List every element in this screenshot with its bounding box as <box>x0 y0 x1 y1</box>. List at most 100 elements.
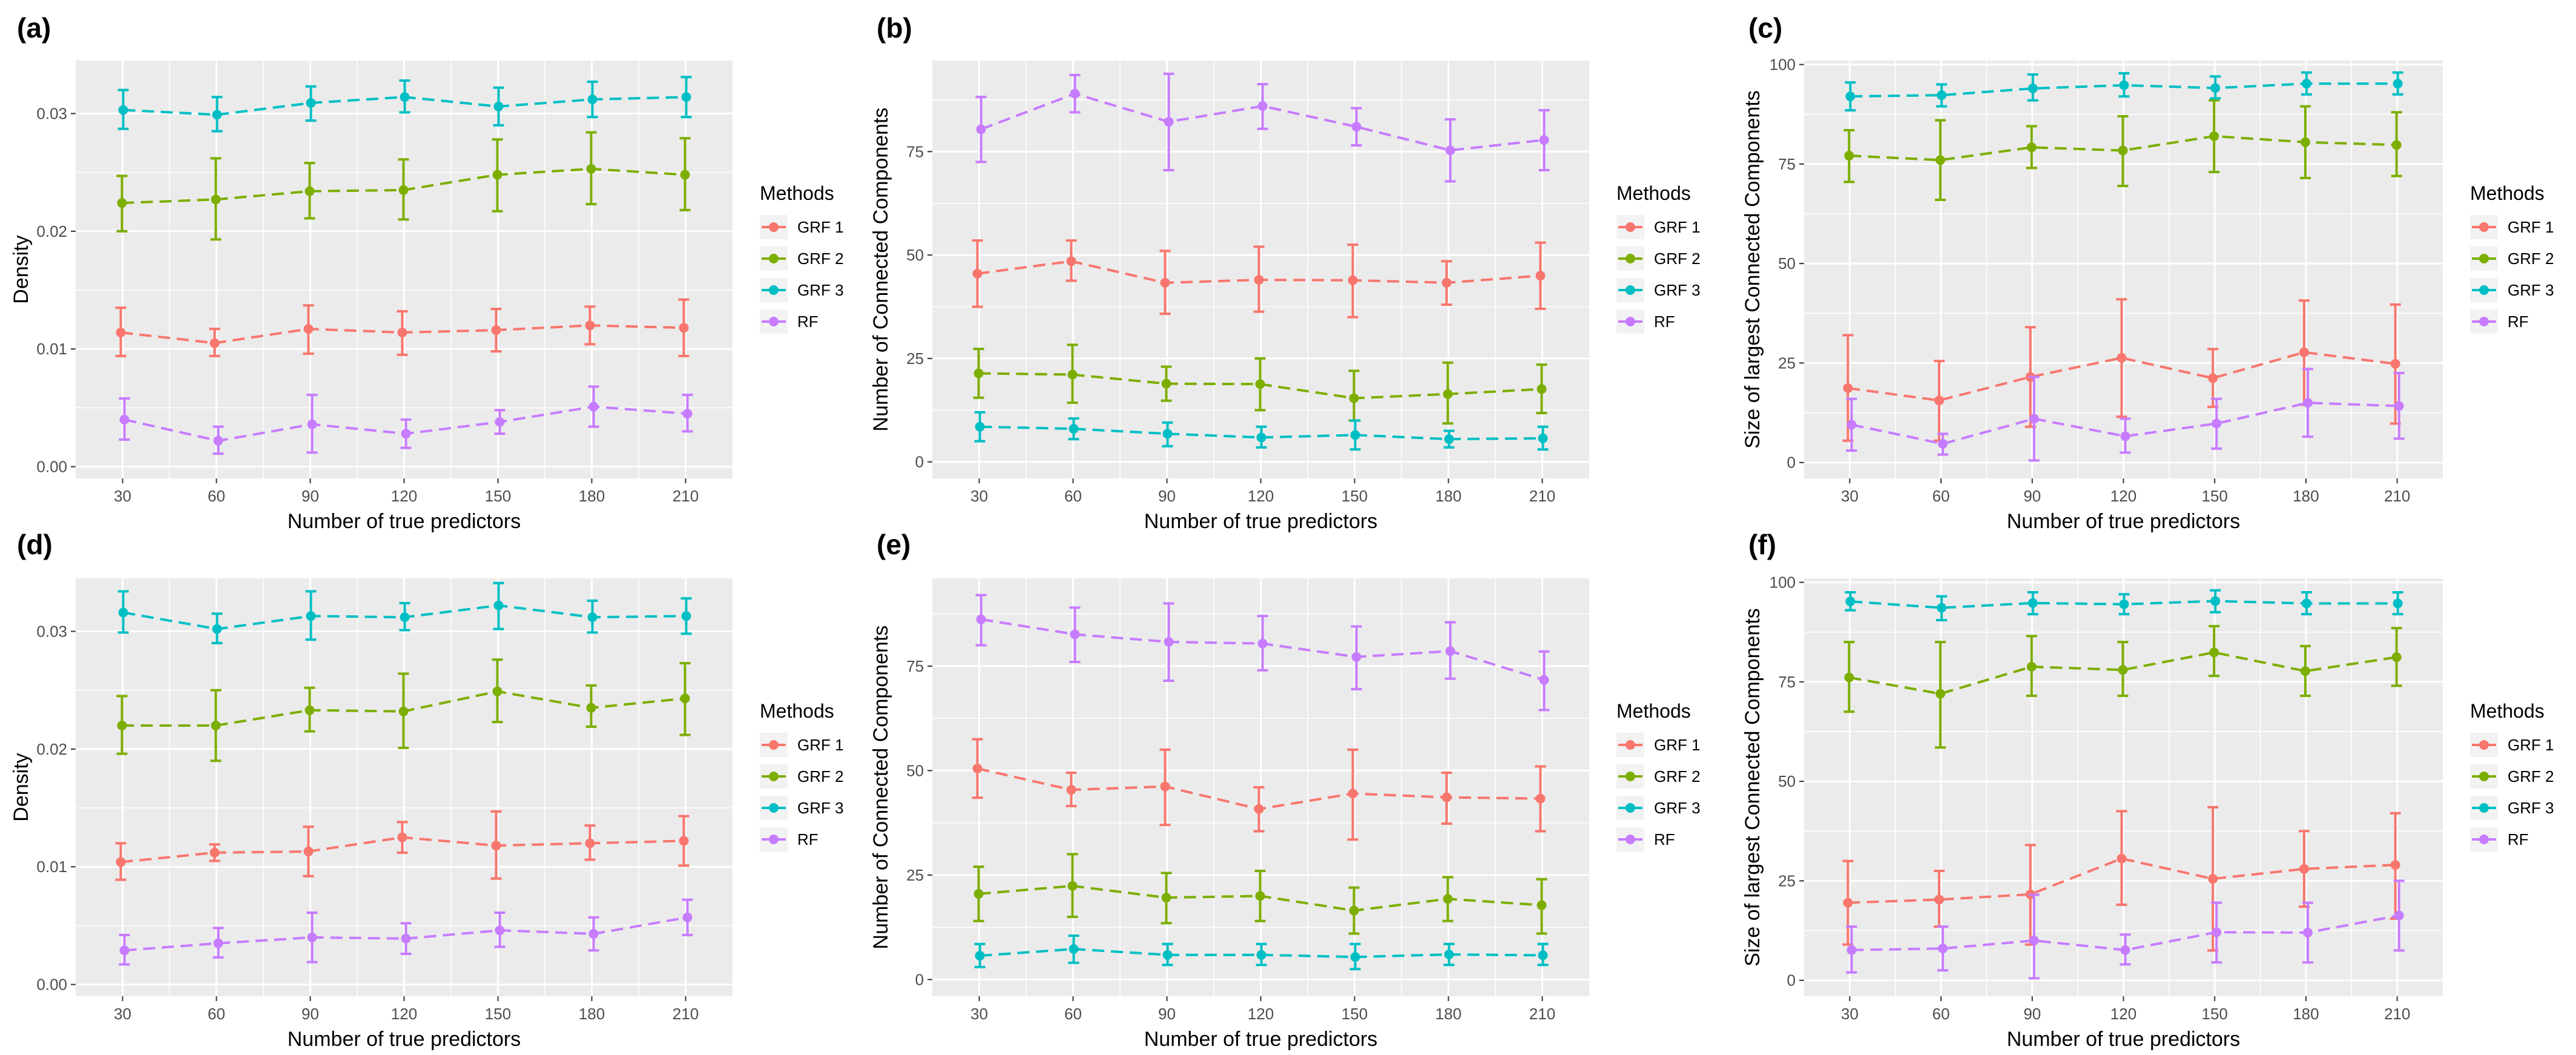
x-tick-label: 60 <box>1932 487 1950 505</box>
y-axis-title: Size of largest Connected Components <box>1741 90 1764 449</box>
series-rf <box>1846 368 2405 462</box>
series-rf <box>1846 879 2405 980</box>
y-tick-label: 50 <box>906 246 924 264</box>
data-point <box>1351 652 1362 662</box>
legend-key-point <box>2479 772 2489 781</box>
data-point <box>973 368 984 379</box>
legend-label: GRF 3 <box>1654 281 1701 299</box>
data-point <box>1843 898 1853 908</box>
legend-label: GRF 1 <box>2508 218 2554 236</box>
y-tick-label: 0.02 <box>36 222 67 240</box>
data-point <box>2208 874 2218 884</box>
data-point <box>588 928 599 939</box>
data-point <box>1160 277 1170 288</box>
data-point <box>588 402 599 412</box>
legend-label: GRF 1 <box>797 736 844 754</box>
data-point <box>973 888 984 899</box>
series-grf-3 <box>974 934 1549 971</box>
x-axis-title: Number of true predictors <box>1144 510 1378 533</box>
data-point <box>585 320 595 331</box>
series-grf-2 <box>1843 99 2402 201</box>
y-axis-title: Size of largest Connected Components <box>1741 608 1764 967</box>
x-tick-label: 120 <box>2110 487 2136 505</box>
legend-key-point <box>2479 317 2489 326</box>
x-tick-label: 30 <box>970 487 988 505</box>
data-point <box>119 414 130 425</box>
legend-key-point <box>1626 835 1635 844</box>
data-point <box>681 92 691 102</box>
y-tick-label: 50 <box>906 761 924 779</box>
series-grf-3 <box>117 76 692 133</box>
data-point <box>1254 804 1264 814</box>
chart-panel: (e) 0 25 50 75 30 60 90 120 150 180 210 Number of tr… <box>869 529 1701 1051</box>
data-point <box>1934 395 1945 406</box>
series-rf <box>975 72 1550 183</box>
y-tick-label: 25 <box>906 866 924 884</box>
x-axis-title: Number of true predictors <box>288 1028 521 1051</box>
data-point <box>1535 271 1546 281</box>
data-point <box>1256 432 1267 443</box>
series-rf <box>975 594 1550 712</box>
data-point <box>1443 389 1453 399</box>
legend-label: GRF 1 <box>2508 736 2554 754</box>
data-point <box>118 607 128 618</box>
data-point <box>495 417 505 427</box>
panel-label: (a) <box>17 12 51 44</box>
data-point <box>2119 80 2129 90</box>
data-point <box>1257 638 1268 649</box>
data-point <box>2028 84 2038 93</box>
data-point <box>1934 895 1945 905</box>
y-tick-label: 100 <box>1770 574 1796 592</box>
data-point <box>976 124 986 134</box>
legend: Methods GRF 1 GRF 2 GRF 3 RF <box>1616 182 1701 334</box>
data-point <box>975 422 985 432</box>
data-point <box>586 164 596 174</box>
data-point <box>306 611 316 621</box>
data-point <box>1539 135 1549 145</box>
y-tick-label: 0 <box>915 453 924 471</box>
x-tick-label: 30 <box>114 1005 131 1023</box>
legend-label: GRF 3 <box>2508 281 2554 299</box>
data-point <box>400 92 410 102</box>
data-point <box>1067 369 1078 380</box>
chart-panel: (a) 0.00 0.01 0.02 0.03 30 60 90 120 150 180 210 Num… <box>10 12 844 533</box>
data-point <box>2119 599 2129 609</box>
data-point <box>491 325 501 336</box>
data-point <box>1844 672 1854 683</box>
panel-label: (e) <box>877 529 911 560</box>
legend-title: Methods <box>1616 700 1691 722</box>
x-tick-label: 210 <box>2384 1005 2410 1023</box>
legend-title: Methods <box>760 700 834 722</box>
series-grf-2 <box>116 658 691 762</box>
data-point <box>2210 83 2221 93</box>
x-tick-label: 90 <box>301 487 319 505</box>
data-point <box>117 720 127 730</box>
x-tick-label: 210 <box>2384 487 2410 505</box>
legend-key-point <box>769 222 779 232</box>
legend-key-point <box>2479 222 2489 232</box>
x-tick-label: 30 <box>1841 1005 1859 1023</box>
legend-key-point <box>1626 803 1635 813</box>
data-point <box>1535 793 1546 804</box>
x-axis-title: Number of true predictors <box>1144 1028 1378 1051</box>
data-point <box>119 945 130 956</box>
data-point <box>495 925 505 936</box>
data-point <box>493 101 504 111</box>
data-point <box>2391 140 2402 150</box>
data-point <box>401 933 411 944</box>
legend-key-point <box>2479 835 2489 844</box>
panel-label: (c) <box>1748 12 1782 44</box>
data-point <box>2302 927 2313 938</box>
legend: Methods GRF 1 GRF 2 GRF 3 RF <box>2470 182 2554 334</box>
data-point <box>1846 945 1857 955</box>
data-point <box>1935 689 1946 699</box>
panel-label: (f) <box>1748 529 1776 560</box>
legend-key-point <box>769 254 779 263</box>
y-tick-label: 50 <box>1778 254 1796 273</box>
y-tick-label: 75 <box>906 657 924 675</box>
chart-panel: (d) 0.00 0.01 0.02 0.03 30 60 90 120 150 180 210 Num… <box>10 529 844 1051</box>
data-point <box>2300 137 2310 147</box>
data-point <box>1444 434 1454 445</box>
data-point <box>303 324 314 334</box>
data-point <box>1066 256 1076 266</box>
